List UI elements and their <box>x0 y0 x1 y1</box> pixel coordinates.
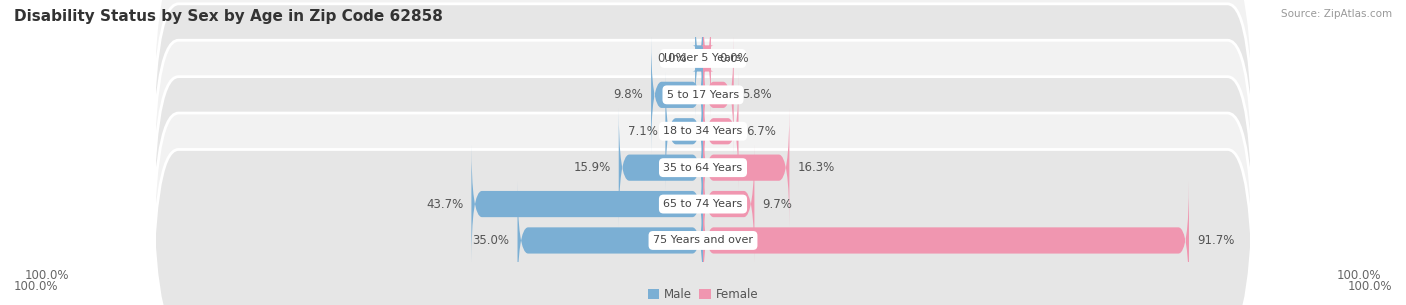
FancyBboxPatch shape <box>703 108 789 227</box>
Text: 35.0%: 35.0% <box>472 234 509 247</box>
FancyBboxPatch shape <box>152 40 1254 222</box>
FancyBboxPatch shape <box>665 72 703 191</box>
FancyBboxPatch shape <box>703 144 755 264</box>
FancyBboxPatch shape <box>471 144 703 264</box>
FancyBboxPatch shape <box>692 0 706 118</box>
FancyBboxPatch shape <box>152 113 1254 295</box>
FancyBboxPatch shape <box>619 108 703 227</box>
Text: 100.0%: 100.0% <box>14 280 59 293</box>
FancyBboxPatch shape <box>517 181 703 300</box>
Text: 91.7%: 91.7% <box>1197 234 1234 247</box>
FancyBboxPatch shape <box>703 72 738 191</box>
FancyBboxPatch shape <box>651 35 703 155</box>
Text: 9.8%: 9.8% <box>613 88 643 101</box>
FancyBboxPatch shape <box>152 0 1254 149</box>
Text: 0.0%: 0.0% <box>718 52 748 65</box>
Text: Under 5 Years: Under 5 Years <box>665 53 741 63</box>
Text: 100.0%: 100.0% <box>1347 280 1392 293</box>
Text: 18 to 34 Years: 18 to 34 Years <box>664 126 742 136</box>
FancyBboxPatch shape <box>700 0 714 118</box>
Text: 43.7%: 43.7% <box>426 198 464 210</box>
Text: 75 Years and over: 75 Years and over <box>652 235 754 246</box>
FancyBboxPatch shape <box>703 181 1189 300</box>
Legend: Male, Female: Male, Female <box>643 284 763 305</box>
FancyBboxPatch shape <box>152 4 1254 186</box>
Text: Disability Status by Sex by Age in Zip Code 62858: Disability Status by Sex by Age in Zip C… <box>14 9 443 24</box>
Text: 65 to 74 Years: 65 to 74 Years <box>664 199 742 209</box>
Text: 100.0%: 100.0% <box>25 269 69 282</box>
Text: 15.9%: 15.9% <box>574 161 610 174</box>
Text: 5.8%: 5.8% <box>742 88 772 101</box>
Text: 16.3%: 16.3% <box>797 161 835 174</box>
Text: 5 to 17 Years: 5 to 17 Years <box>666 90 740 100</box>
Text: 6.7%: 6.7% <box>747 125 776 138</box>
Text: 100.0%: 100.0% <box>1337 269 1381 282</box>
Text: 9.7%: 9.7% <box>762 198 792 210</box>
Text: Source: ZipAtlas.com: Source: ZipAtlas.com <box>1281 9 1392 19</box>
FancyBboxPatch shape <box>703 35 734 155</box>
Text: 35 to 64 Years: 35 to 64 Years <box>664 163 742 173</box>
FancyBboxPatch shape <box>152 77 1254 259</box>
Text: 7.1%: 7.1% <box>627 125 658 138</box>
Text: 0.0%: 0.0% <box>658 52 688 65</box>
FancyBboxPatch shape <box>152 149 1254 305</box>
